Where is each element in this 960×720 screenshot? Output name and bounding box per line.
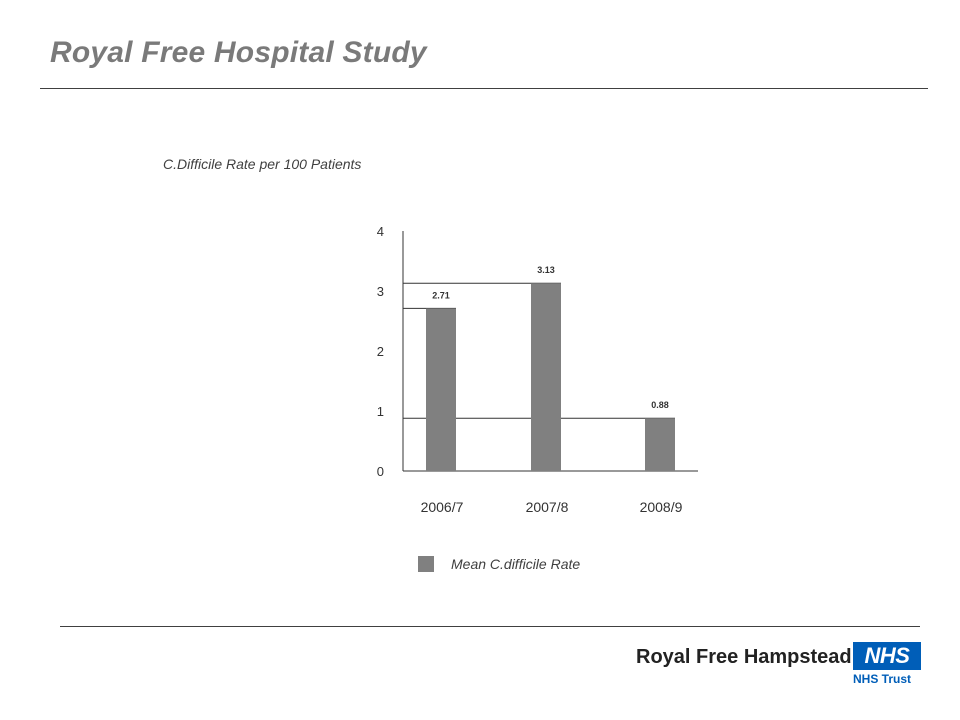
bar bbox=[645, 418, 675, 471]
trust-logo: Royal Free Hampstead NHS NHS Trust bbox=[636, 642, 921, 688]
x-tick-label: 2008/9 bbox=[640, 499, 683, 515]
data-label: 2.71 bbox=[432, 290, 450, 300]
logo-subtitle: NHS Trust bbox=[853, 672, 911, 686]
x-tick-label: 2007/8 bbox=[526, 499, 569, 515]
data-label: 3.13 bbox=[537, 265, 555, 275]
bottom-divider bbox=[60, 626, 920, 627]
logo-name: Royal Free Hampstead bbox=[636, 646, 852, 669]
y-tick-label: 2 bbox=[377, 344, 384, 359]
legend-label: Mean C.difficile Rate bbox=[451, 556, 580, 572]
legend-swatch bbox=[418, 556, 434, 572]
y-tick-label: 4 bbox=[377, 224, 384, 239]
y-tick-label: 0 bbox=[377, 464, 384, 479]
y-tick-label: 1 bbox=[377, 404, 384, 419]
x-tick-label: 2006/7 bbox=[421, 499, 464, 515]
bar bbox=[531, 283, 561, 471]
bar-chart: 0 1 2 3 4 2.71 3.13 0.88 2006/7 2007/8 2008/9 bbox=[0, 0, 960, 720]
y-tick-label: 3 bbox=[377, 284, 384, 299]
chart-legend: Mean C.difficile Rate bbox=[418, 556, 580, 572]
bar bbox=[426, 308, 456, 471]
nhs-badge: NHS bbox=[853, 642, 921, 670]
data-label: 0.88 bbox=[651, 400, 669, 410]
